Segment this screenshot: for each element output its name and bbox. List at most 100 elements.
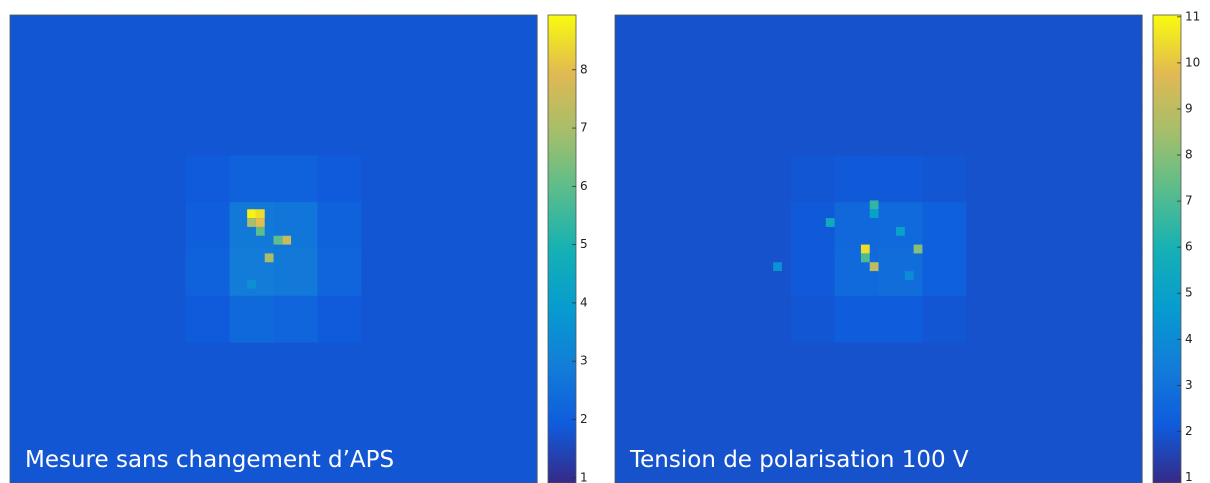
heatmap-coarse-cell [493, 15, 538, 63]
heatmap-coarse-cell [790, 295, 836, 344]
heatmap-coarse-cell [1010, 61, 1055, 110]
heatmap-coarse-cell [1010, 342, 1055, 390]
heatmap-coarse-cell [615, 249, 660, 297]
heatmap-coarse-cell [746, 202, 792, 250]
heatmap-coarse-cell [449, 202, 494, 250]
heatmap-coarse-cell [10, 108, 55, 156]
heatmap-cell [255, 218, 265, 227]
heatmap-coarse-cell [361, 295, 406, 344]
plot-frame [614, 14, 1143, 483]
heatmap-cell [282, 235, 292, 245]
heatmap-coarse-cell [185, 202, 231, 250]
heatmap-coarse-cell [790, 155, 836, 203]
colorbar-tick-label: 4 [1185, 332, 1193, 346]
heatmap-coarse-cell [493, 389, 538, 437]
heatmap-coarse-cell [53, 389, 99, 437]
heatmap-coarse-cell [790, 61, 836, 110]
colorbar-tick-label: 7 [1185, 194, 1193, 208]
heatmap-coarse-cell [449, 249, 494, 297]
heatmap-coarse-cell [1098, 108, 1143, 156]
heatmap-coarse-cell [53, 295, 99, 344]
heatmap-coarse-cell [361, 342, 406, 390]
heatmap-coarse-cell [615, 108, 660, 156]
heatmap-coarse-cell [1098, 389, 1143, 437]
heatmap-coarse-cell [1010, 155, 1055, 203]
heatmap-coarse-cell [1010, 249, 1055, 297]
heatmap-coarse-cell [317, 249, 362, 297]
heatmap-coarse-cell [615, 202, 660, 250]
heatmap-coarse-cell [185, 295, 231, 344]
heatmap-coarse-cell [449, 436, 494, 483]
heatmap-coarse-cell [405, 202, 450, 250]
heatmap-coarse-cell [405, 15, 450, 63]
heatmap-coarse-cell [141, 249, 187, 297]
heatmap-coarse-cell [141, 155, 187, 203]
heatmap-coarse-cell [922, 249, 967, 297]
heatmap-coarse-cell [10, 249, 55, 297]
heatmap-cell [247, 218, 256, 227]
heatmap-coarse-cell [834, 155, 880, 203]
heatmap-coarse-cell [922, 155, 967, 203]
heatmap-coarse-cell [185, 342, 231, 390]
heatmap-cell [247, 279, 256, 289]
heatmap-coarse-cell [1098, 155, 1143, 203]
heatmap-coarse-cell [53, 61, 99, 110]
colorbar-tick-label: 1 [580, 470, 588, 483]
heatmap-coarse-cell [1010, 108, 1055, 156]
heatmap-coarse-cell [922, 436, 967, 483]
heatmap-coarse-cell [53, 155, 99, 203]
heatmap-coarse-cell [1098, 202, 1143, 250]
heatmap-coarse-cell [493, 342, 538, 390]
heatmap-coarse-cell [97, 436, 143, 483]
heatmap-coarse-cell [449, 389, 494, 437]
heatmap-coarse-cell [10, 389, 55, 437]
heatmap-coarse-cell [1054, 342, 1099, 390]
heatmap-coarse-cell [922, 61, 967, 110]
heatmap-coarse-cell [702, 389, 748, 437]
heatmap-coarse-cell [361, 15, 406, 63]
heatmap-coarse-cell [141, 202, 187, 250]
heatmap-cell [255, 226, 265, 236]
heatmap-cell [273, 235, 283, 245]
heatmap-coarse-cell [878, 155, 924, 203]
heatmap-coarse-cell [493, 155, 538, 203]
heatmap-coarse-cell [141, 342, 187, 390]
colorbar-tick-label: 7 [580, 121, 588, 135]
heatmap-coarse-cell [405, 295, 450, 344]
annotation: Mesure sans changement d’APS [25, 447, 394, 473]
heatmap-cell [860, 244, 870, 254]
heatmap-coarse-cell [966, 342, 1011, 390]
colorbar-tick-label: 10 [1185, 55, 1200, 69]
heatmap-coarse-cell [790, 108, 836, 156]
heatmap-coarse-cell [273, 249, 319, 297]
heatmap-coarse-cell [229, 108, 275, 156]
heatmap-coarse-cell [702, 155, 748, 203]
heatmap-coarse-cell [878, 202, 924, 250]
heatmap-coarse-cell [97, 389, 143, 437]
heatmap-coarse-cell [10, 436, 55, 483]
heatmap-coarse-cell [185, 108, 231, 156]
heatmap-coarse-cell [1054, 61, 1099, 110]
colorbar-tick-label: 5 [1185, 286, 1193, 300]
heatmap-coarse-cell [878, 61, 924, 110]
heatmap-coarse-cell [834, 108, 880, 156]
heatmap-coarse-cell [615, 436, 660, 483]
heatmap-coarse-cell [1098, 295, 1143, 344]
heatmap-coarse-cell [790, 389, 836, 437]
heatmap-coarse-cell [361, 202, 406, 250]
heatmap-cell [904, 271, 914, 280]
heatmap-coarse-cell [273, 108, 319, 156]
heatmap-coarse-cell [405, 155, 450, 203]
colorbar [547, 14, 577, 483]
heatmap-coarse-cell [702, 342, 748, 390]
heatmap-coarse-cell [966, 202, 1011, 250]
heatmap-coarse-cell [1010, 202, 1055, 250]
heatmap-coarse-cell [966, 389, 1011, 437]
colorbar-tick-label: 3 [1185, 378, 1193, 392]
heatmap-coarse-cell [658, 295, 704, 344]
heatmap-coarse-cell [658, 155, 704, 203]
heatmap-coarse-cell [229, 342, 275, 390]
heatmap-cell [860, 253, 870, 263]
heatmap-coarse-cell [10, 295, 55, 344]
heatmap-coarse-cell [449, 155, 494, 203]
